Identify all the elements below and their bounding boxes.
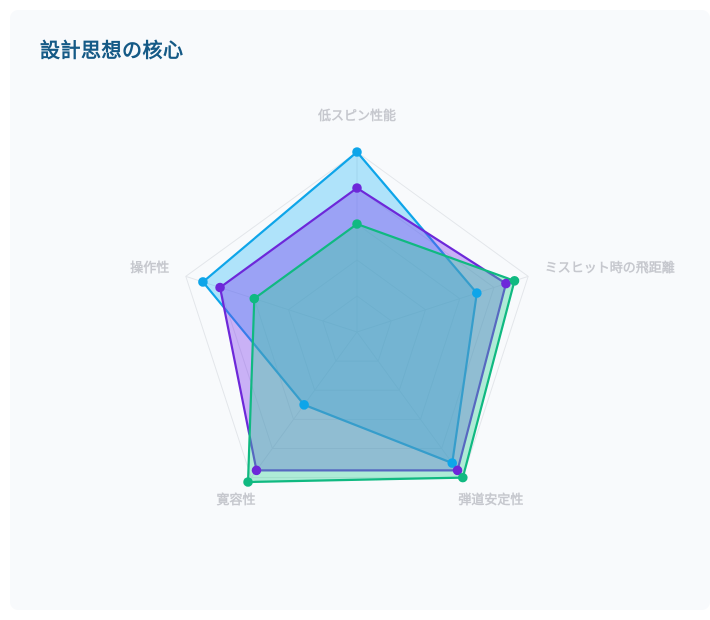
data-point	[352, 219, 362, 229]
data-point	[198, 277, 208, 287]
chart-title: 設計思想の核心	[40, 38, 184, 62]
data-point	[243, 477, 253, 487]
series-area	[201, 150, 478, 465]
data-point	[299, 400, 309, 410]
axis-label: 操作性	[130, 260, 169, 276]
data-point	[509, 276, 520, 286]
data-point	[458, 472, 468, 483]
radar-series-group	[198, 147, 520, 487]
grid-ring	[322, 295, 392, 362]
data-point	[472, 288, 482, 298]
grid-spoke	[356, 275, 529, 333]
axis-label: 弾道安定性	[458, 492, 523, 508]
data-point	[215, 282, 225, 293]
data-point	[251, 465, 262, 476]
data-point	[452, 465, 463, 476]
axis-label: 低スピン性能	[317, 108, 396, 124]
data-point	[352, 183, 362, 193]
axis-label: ミスヒット時の飛距離	[545, 260, 675, 276]
data-point	[249, 293, 260, 304]
grid-spoke	[185, 275, 358, 333]
grid-spoke	[356, 331, 464, 478]
data-point	[447, 458, 458, 468]
data-point	[352, 147, 362, 157]
series-area	[246, 222, 516, 484]
axis-label: 寛容性	[217, 492, 256, 508]
data-point	[501, 278, 511, 289]
grid-ring	[287, 259, 427, 391]
grid-ring	[185, 151, 529, 479]
chart-card: 設計思想の核心	[10, 10, 710, 610]
